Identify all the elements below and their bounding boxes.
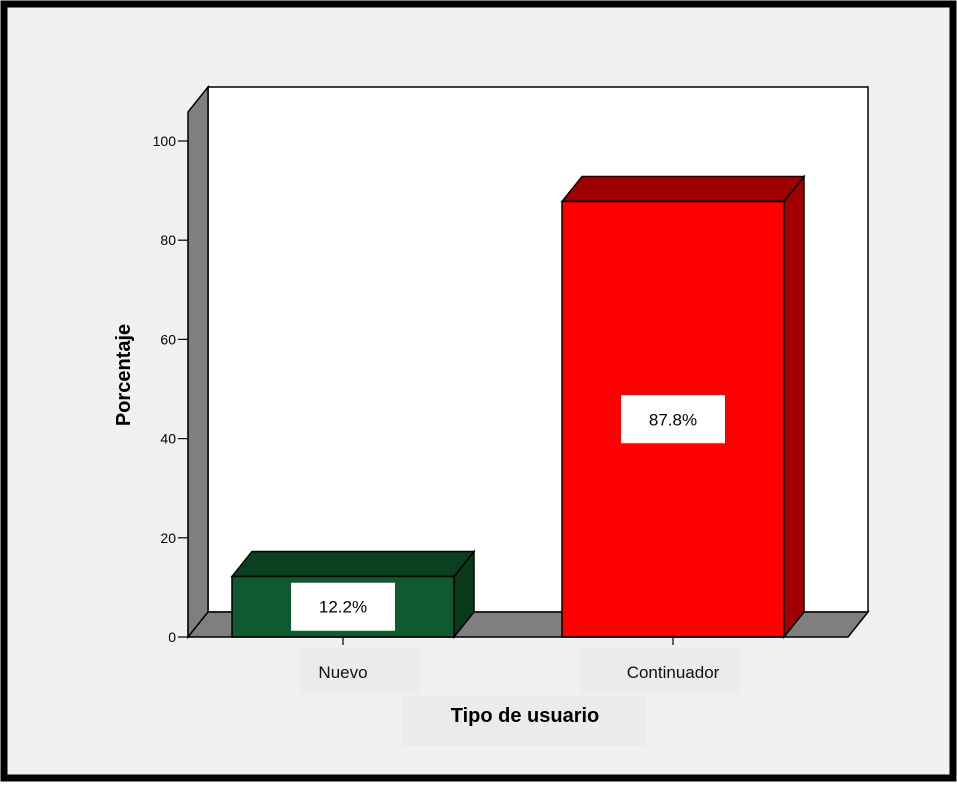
y-tick-label: 100 [153, 133, 177, 149]
bar-nuevo: 12.2% [230, 549, 476, 640]
y-tick-label: 40 [160, 431, 176, 447]
data-label-box [621, 395, 725, 444]
category-label-backdrop [580, 648, 740, 694]
bar-top-face [560, 175, 806, 203]
bar-continuador: 87.8% [560, 174, 806, 640]
data-label: 12.2% [319, 598, 367, 617]
axis-title-backdrop [402, 696, 646, 746]
left-wall [187, 84, 209, 640]
bars: 12.2% 87.8% [230, 174, 806, 640]
y-tick-label: 60 [160, 331, 176, 347]
data-label-box [291, 582, 395, 631]
y-tick-label: 20 [160, 530, 176, 546]
x-axis: Nuevo Continuador [318, 637, 720, 682]
y-axis: 0 20 40 60 80 100 [153, 133, 189, 645]
x-tick-label: Continuador [627, 663, 720, 682]
y-axis-title: Porcentaje [113, 324, 135, 426]
x-tick-label: Nuevo [318, 663, 367, 682]
bar-side-face [783, 174, 805, 640]
category-label-backdrop [300, 648, 420, 694]
y-tick-label: 80 [160, 232, 176, 248]
y-tick-label: 0 [168, 629, 176, 645]
data-label: 87.8% [649, 410, 697, 429]
bar-top-face [230, 550, 476, 578]
x-axis-title: Tipo de usuario [451, 705, 600, 727]
